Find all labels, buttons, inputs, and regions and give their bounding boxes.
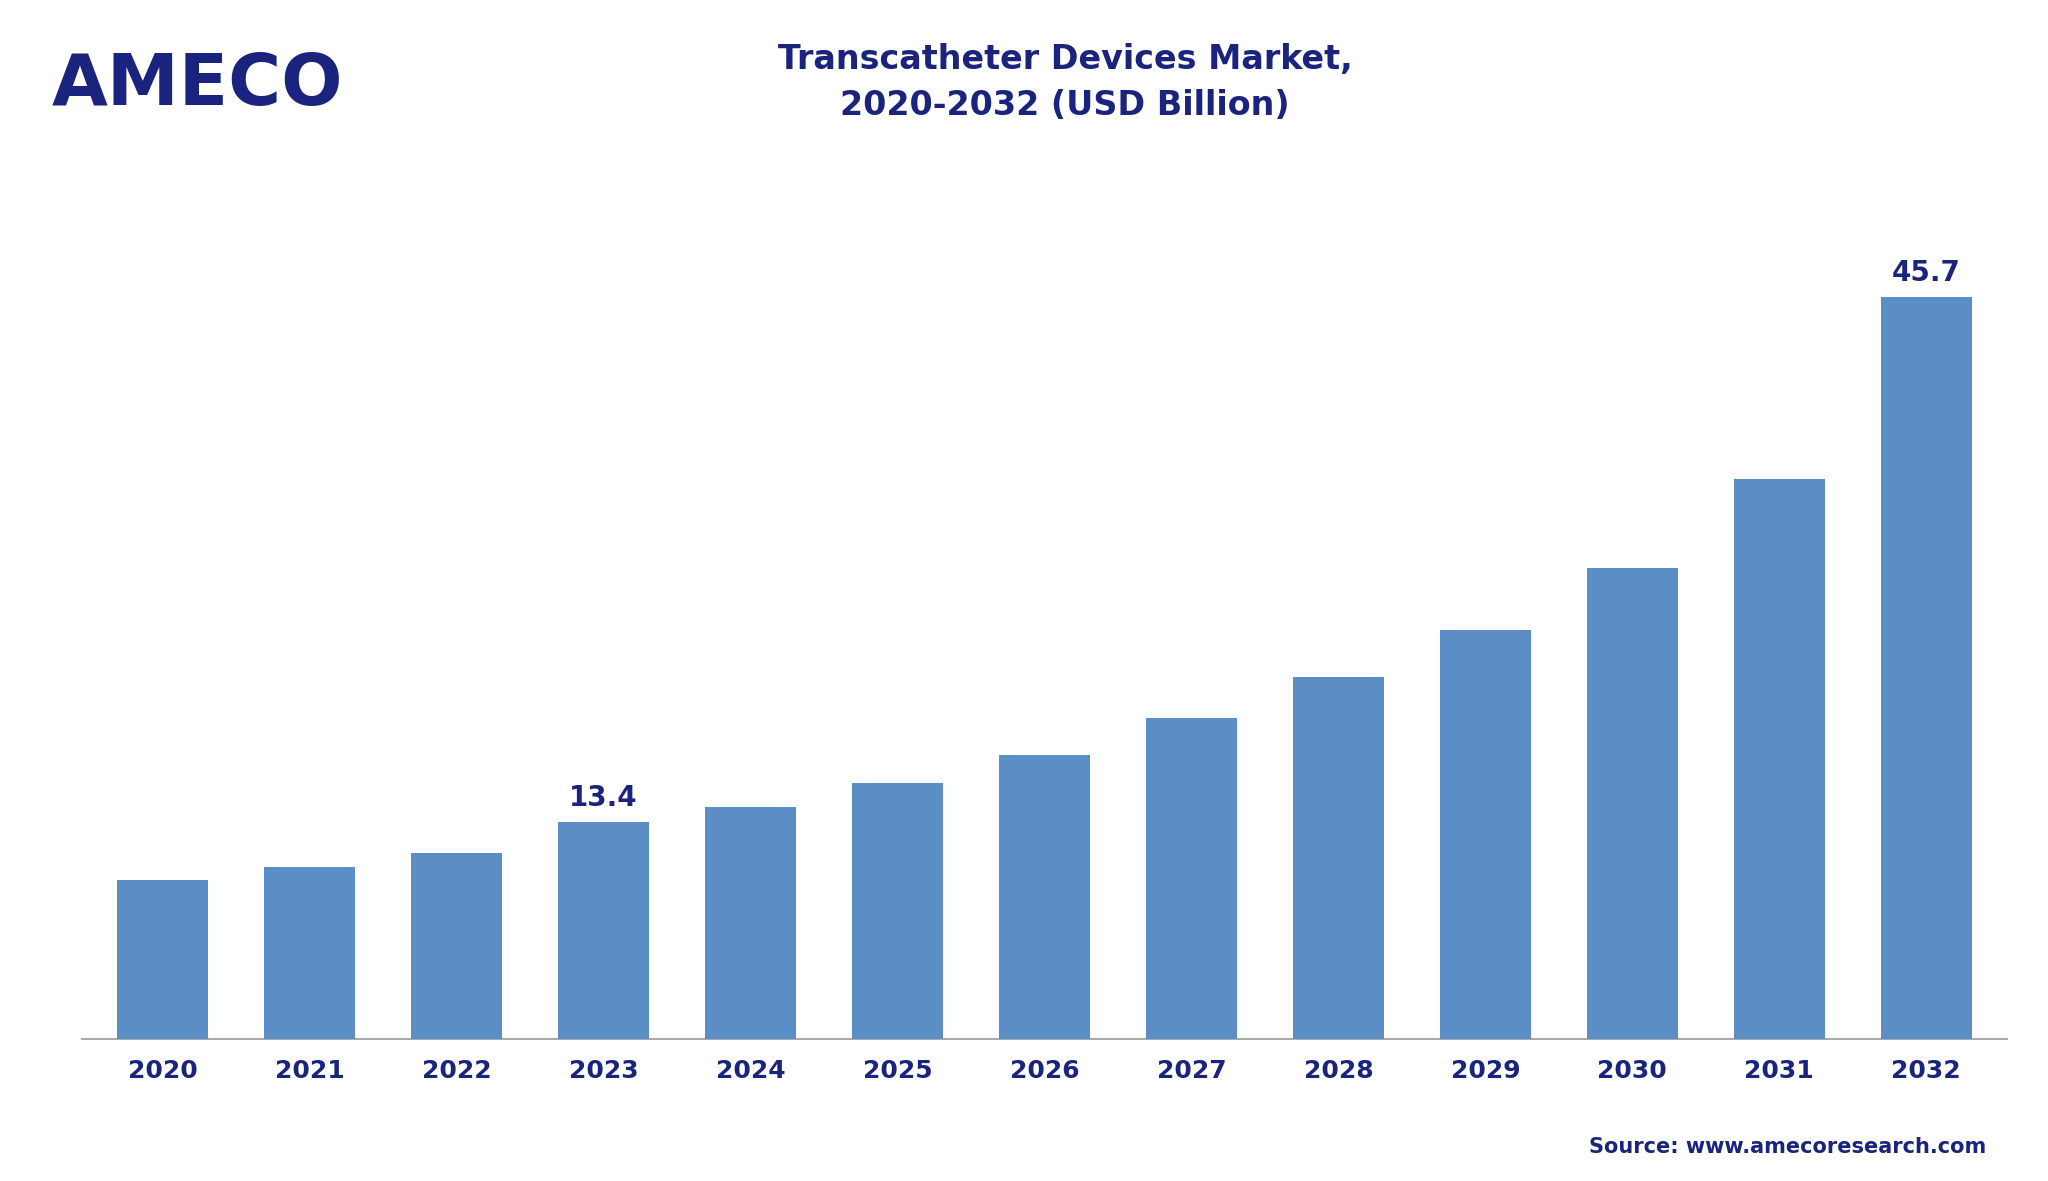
Bar [705, 807, 797, 1039]
Bar [557, 822, 649, 1039]
Bar [264, 867, 354, 1039]
Text: Source: www.amecoresearch.com: Source: www.amecoresearch.com [1589, 1137, 1987, 1157]
Text: Transcatheter Devices Market,
2020-2032 (USD Billion): Transcatheter Devices Market, 2020-2032 … [778, 43, 1352, 122]
Bar [1880, 298, 1972, 1039]
Text: 45.7: 45.7 [1892, 260, 1960, 287]
Bar [117, 880, 209, 1039]
Text: AMECO: AMECO [51, 51, 342, 120]
Bar [412, 853, 502, 1039]
Bar [999, 755, 1090, 1039]
Bar [1292, 677, 1384, 1039]
Bar [1147, 718, 1237, 1039]
Text: 13.4: 13.4 [569, 784, 637, 813]
Bar [1587, 568, 1677, 1039]
Bar [1440, 631, 1532, 1039]
Bar [1735, 479, 1825, 1039]
Bar [852, 783, 942, 1039]
